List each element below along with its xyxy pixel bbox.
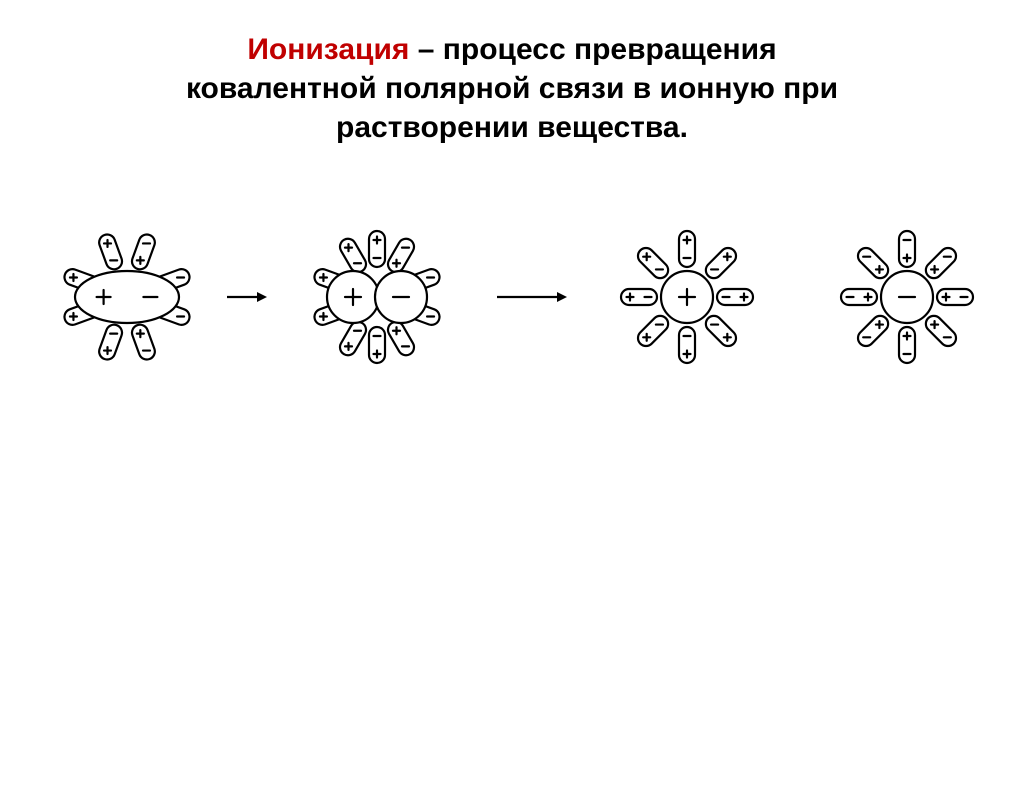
page-title: Ионизация – процесс превращения ковалент… bbox=[0, 30, 1024, 147]
title-rest-1: – процесс превращения bbox=[409, 33, 776, 66]
title-line-3: растворении вещества. bbox=[336, 111, 688, 144]
title-highlight: Ионизация bbox=[247, 33, 409, 66]
ionization-diagram bbox=[0, 207, 1024, 387]
title-line-2: ковалентной полярной связи в ионную при bbox=[186, 72, 838, 105]
diagram-svg bbox=[7, 207, 1017, 387]
